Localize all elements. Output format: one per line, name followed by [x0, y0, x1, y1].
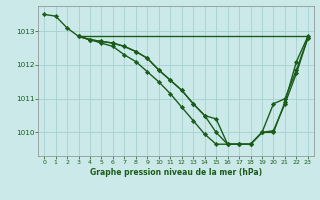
X-axis label: Graphe pression niveau de la mer (hPa): Graphe pression niveau de la mer (hPa) [90, 168, 262, 177]
